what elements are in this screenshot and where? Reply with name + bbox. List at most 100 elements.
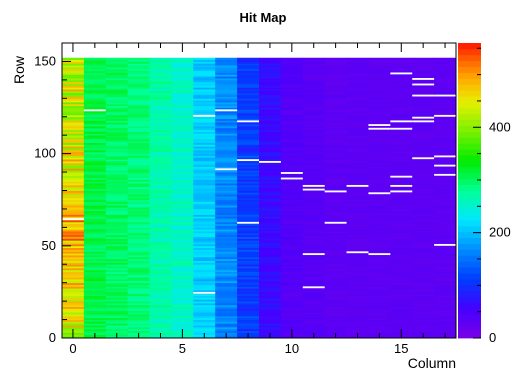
heatmap-cell <box>83 295 107 298</box>
heatmap-cell <box>149 116 172 119</box>
heatmap-cell <box>259 192 282 195</box>
heatmap-cell <box>324 201 347 204</box>
heatmap-cell <box>105 168 129 171</box>
heatmap-cell <box>215 137 238 140</box>
heatmap-cell <box>193 92 216 96</box>
heatmap-cell <box>149 240 172 243</box>
heatmap-cell <box>412 66 435 70</box>
heatmap-cell <box>149 234 172 237</box>
heatmap-cell <box>83 149 107 153</box>
heatmap-cell <box>237 256 260 260</box>
heatmap-cell <box>83 113 107 116</box>
heatmap-cell <box>171 63 194 66</box>
heatmap-cell <box>412 312 435 315</box>
heatmap-cell <box>215 326 238 330</box>
heatmap-cell <box>368 310 391 313</box>
heatmap-cell <box>237 255 260 258</box>
heatmap-cell <box>324 164 347 167</box>
heatmap-cell <box>215 304 238 308</box>
heatmap-cell <box>368 184 391 188</box>
heatmap-cell <box>127 319 150 322</box>
heatmap-cell <box>127 74 150 77</box>
heatmap-cell <box>368 89 391 92</box>
heatmap-cell <box>193 288 216 291</box>
heatmap-cell <box>434 221 457 225</box>
heatmap-cell <box>105 59 129 62</box>
heatmap-cell <box>237 220 260 223</box>
heatmap-cell <box>62 280 85 284</box>
heatmap-cell <box>324 288 347 291</box>
heatmap-cell <box>215 310 238 313</box>
heatmap-cell <box>83 100 107 103</box>
heatmap-cell <box>324 179 347 182</box>
heatmap-cell <box>105 302 129 306</box>
heatmap-cell <box>237 138 260 142</box>
heatmap-cell <box>193 245 216 249</box>
heatmap-cell <box>302 218 326 221</box>
heatmap-cell <box>302 173 326 177</box>
heatmap-cell <box>434 323 457 326</box>
heatmap-cell <box>280 59 304 62</box>
heatmap-cell <box>390 137 413 140</box>
heatmap-cell <box>346 113 369 116</box>
heatmap-cell <box>368 234 391 237</box>
heatmap-cell <box>237 89 260 92</box>
heatmap-cell <box>171 288 194 291</box>
heatmap-cell <box>280 122 304 125</box>
heatmap-cell <box>171 207 194 210</box>
heatmap-cell <box>193 61 216 64</box>
heatmap-cell <box>434 301 457 304</box>
heatmap-cell <box>302 68 326 72</box>
heatmap-cell <box>368 308 391 311</box>
heatmap-cell <box>302 280 326 284</box>
heatmap-cell <box>149 166 172 169</box>
heatmap-cell <box>127 256 150 260</box>
heatmap-cell <box>237 87 260 90</box>
heatmap-cell <box>346 280 369 284</box>
heatmap-cell <box>62 236 85 239</box>
heatmap-cell <box>302 70 326 73</box>
heatmap-cell <box>346 138 369 142</box>
heatmap-cell <box>127 243 150 247</box>
heatmap-cell <box>171 164 194 167</box>
heatmap-cell <box>171 125 194 129</box>
heatmap-cell <box>83 114 107 118</box>
heatmap-cell <box>215 267 238 271</box>
heatmap-cell <box>149 284 172 287</box>
heatmap-cell <box>346 127 369 131</box>
heatmap-cell <box>324 321 347 324</box>
heatmap-cell <box>259 89 282 92</box>
heatmap-cell <box>368 229 391 232</box>
heatmap-cell <box>62 113 85 116</box>
heatmap-cell <box>302 151 326 155</box>
heatmap-cell <box>346 323 369 326</box>
heatmap-cell <box>434 201 457 204</box>
heatmap-cell <box>105 61 129 64</box>
heatmap-cell <box>412 321 435 324</box>
heatmap-cell <box>237 223 260 226</box>
heatmap-cell <box>83 157 107 160</box>
heatmap-cell <box>259 251 282 254</box>
heatmap-cell <box>324 277 347 280</box>
heatmap-cell <box>280 301 304 304</box>
heatmap-cell <box>193 203 216 206</box>
heatmap-cell <box>127 148 150 151</box>
heatmap-cell <box>302 251 326 254</box>
heatmap-cell <box>259 312 282 315</box>
heatmap-cell <box>302 87 326 90</box>
heatmap-cell <box>412 190 435 193</box>
heatmap-cell <box>346 65 369 68</box>
heatmap-cell <box>368 288 391 291</box>
heatmap-cell <box>390 172 413 175</box>
heatmap-cell <box>171 153 194 156</box>
dead-pixel <box>346 251 369 254</box>
heatmap-cell <box>434 186 457 190</box>
heatmap-cell <box>171 90 194 94</box>
heatmap-cell <box>280 310 304 313</box>
heatmap-cell <box>412 111 435 114</box>
heatmap-cell <box>237 203 260 206</box>
heatmap-cell <box>237 137 260 140</box>
heatmap-cell <box>83 131 107 134</box>
heatmap-cell <box>149 310 172 313</box>
